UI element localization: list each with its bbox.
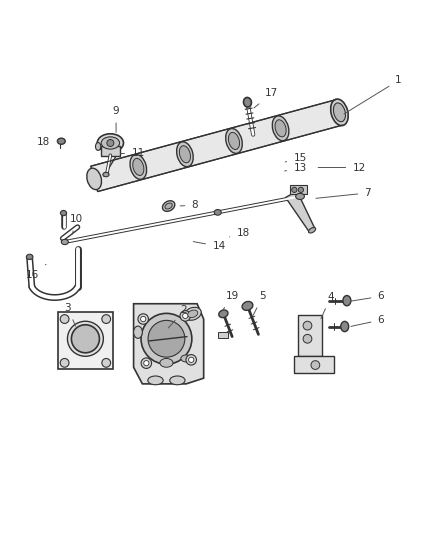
Ellipse shape [130,155,147,179]
Ellipse shape [134,326,142,338]
Text: 9: 9 [113,106,120,132]
Circle shape [303,321,312,330]
Ellipse shape [226,128,242,154]
Ellipse shape [87,168,102,190]
Circle shape [183,313,188,319]
Ellipse shape [187,310,198,318]
Ellipse shape [165,203,172,209]
Circle shape [141,358,152,368]
Polygon shape [134,304,204,384]
Circle shape [292,187,297,192]
Ellipse shape [179,146,191,163]
Text: 6: 6 [351,291,385,301]
Text: 2: 2 [168,305,187,328]
Circle shape [186,354,197,365]
Ellipse shape [308,228,316,233]
Text: 8: 8 [180,200,198,210]
Text: 7: 7 [316,188,371,198]
Circle shape [189,357,194,362]
Text: 3: 3 [64,303,76,326]
Ellipse shape [170,376,185,385]
Ellipse shape [95,142,101,150]
Ellipse shape [184,308,201,320]
Circle shape [311,361,320,369]
Text: 6: 6 [351,315,385,326]
Text: 5: 5 [253,291,266,316]
Ellipse shape [331,99,348,126]
Ellipse shape [242,302,253,310]
Ellipse shape [228,132,240,150]
Ellipse shape [101,137,120,149]
Circle shape [107,140,114,147]
Ellipse shape [296,193,304,199]
Circle shape [60,314,69,324]
Circle shape [102,359,111,367]
Ellipse shape [341,321,349,332]
Bar [218,332,228,338]
Ellipse shape [67,321,103,356]
Text: 18: 18 [230,228,250,238]
Ellipse shape [148,376,163,385]
Text: 11: 11 [121,149,145,158]
Text: 17: 17 [254,88,278,108]
Circle shape [141,313,192,364]
Circle shape [303,334,312,343]
Ellipse shape [181,355,191,362]
Ellipse shape [343,295,351,306]
Text: 1: 1 [344,75,402,114]
Polygon shape [91,100,343,191]
Ellipse shape [160,359,173,367]
Ellipse shape [333,103,346,122]
Text: 12: 12 [318,163,366,173]
Ellipse shape [103,172,109,177]
Text: 14: 14 [193,241,226,252]
Circle shape [141,317,146,321]
Ellipse shape [275,120,286,137]
Polygon shape [294,356,334,373]
Circle shape [180,311,191,321]
Text: 4: 4 [321,292,334,319]
Ellipse shape [97,134,124,152]
Text: 19: 19 [223,291,239,310]
Polygon shape [290,185,307,194]
Text: 16: 16 [26,264,46,280]
Circle shape [71,325,99,353]
Circle shape [148,320,185,357]
Polygon shape [298,314,322,356]
Text: 13: 13 [285,163,307,173]
Circle shape [60,359,69,367]
Ellipse shape [272,116,289,141]
Ellipse shape [214,209,221,215]
Circle shape [298,187,304,192]
Text: 10: 10 [70,214,83,235]
Ellipse shape [133,158,144,175]
Polygon shape [286,191,315,232]
Polygon shape [101,147,120,156]
Ellipse shape [162,201,175,212]
Ellipse shape [57,138,65,144]
Ellipse shape [60,211,67,216]
Ellipse shape [244,98,251,107]
Circle shape [102,314,111,324]
Ellipse shape [61,239,68,245]
Text: 15: 15 [285,153,307,163]
Ellipse shape [219,310,228,318]
Ellipse shape [177,142,193,167]
Circle shape [144,360,149,366]
Circle shape [138,314,148,324]
Text: 18: 18 [37,136,58,147]
Ellipse shape [26,254,33,260]
Bar [58,312,113,369]
